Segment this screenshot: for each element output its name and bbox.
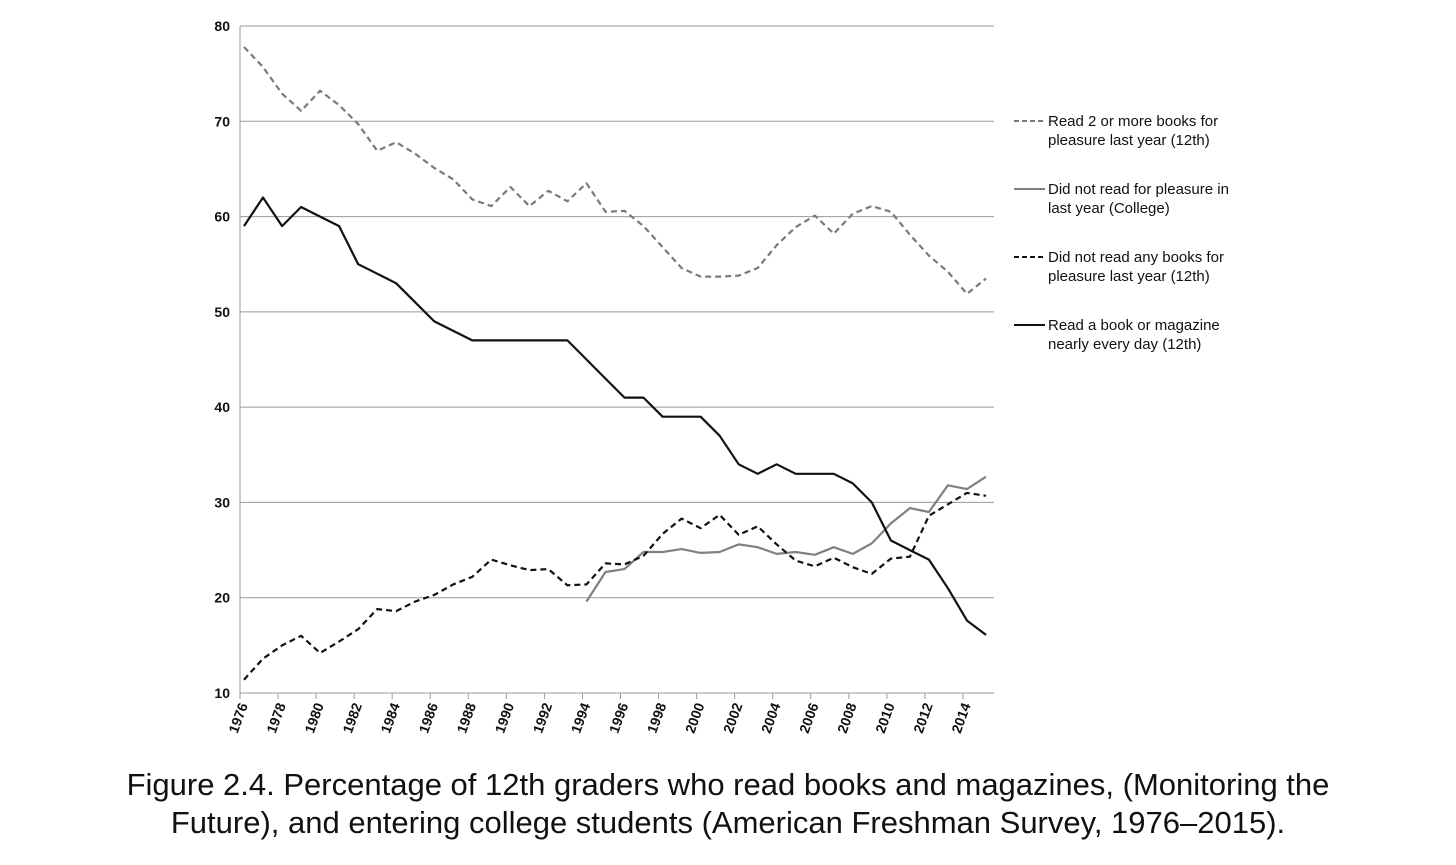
x-tick-label-1994: 1994	[568, 700, 594, 735]
x-tick-label-1978: 1978	[263, 700, 289, 735]
x-tick-label-1998: 1998	[644, 700, 670, 735]
x-tick-label-2010: 2010	[872, 700, 898, 735]
y-tick-label-40: 40	[214, 399, 230, 415]
x-tick-label-1980: 1980	[301, 700, 327, 735]
y-tick-label-30: 30	[214, 494, 230, 510]
legend: Read 2 or more books for pleasure last ye…	[1014, 113, 1229, 353]
series-line-4	[243, 196, 987, 636]
y-tick-label-60: 60	[214, 209, 230, 225]
y-tick-label-70: 70	[214, 113, 230, 129]
series-lines	[243, 46, 987, 681]
x-tick-label-2000: 2000	[682, 700, 708, 735]
x-tick-label-1996: 1996	[606, 700, 632, 735]
x-tick-label-1992: 1992	[530, 700, 556, 735]
series-line-3	[243, 491, 987, 681]
legend-label-3-line-2: pleasure last year (12th)	[1048, 268, 1210, 285]
x-tick-label-2008: 2008	[834, 700, 860, 735]
legend-label-1-line-2: pleasure last year (12th)	[1048, 132, 1210, 149]
x-tick-label-1986: 1986	[415, 700, 441, 735]
x-tick-label-1990: 1990	[491, 700, 517, 735]
x-tick-label-1976: 1976	[225, 700, 251, 735]
x-tick-label-1988: 1988	[453, 700, 479, 735]
x-tick-labels: 1976 1978 1980 1982 1984 1986 1988 1990 1992 1994…	[225, 700, 974, 735]
x-tick-label-2014: 2014	[948, 700, 974, 735]
axes	[239, 26, 994, 699]
x-tick-label-1984: 1984	[377, 700, 403, 735]
series-line-2	[585, 475, 987, 603]
x-tick-label-2012: 2012	[910, 700, 936, 735]
x-tick-label-2006: 2006	[796, 700, 822, 735]
legend-label-2-line-1: Did not read for pleasure in	[1048, 181, 1229, 198]
y-tick-label-50: 50	[214, 304, 230, 320]
figure-caption: Figure 2.4. Percentage of 12th graders w…	[0, 766, 1456, 842]
legend-label-2-line-2: last year (College)	[1048, 200, 1170, 217]
y-tick-label-10: 10	[214, 685, 230, 701]
caption-line-2: Future), and entering college students (…	[170, 805, 1286, 840]
x-tick-label-1982: 1982	[339, 700, 365, 735]
caption-line-1: Figure 2.4. Percentage of 12th graders w…	[126, 767, 1330, 802]
x-tick-label-2002: 2002	[720, 700, 746, 735]
y-tick-label-20: 20	[214, 590, 230, 606]
legend-label-4-line-2: nearly every day (12th)	[1048, 336, 1201, 353]
series-line-1	[243, 46, 987, 295]
grid-lines	[240, 25, 994, 599]
legend-label-3-line-1: Did not read any books for	[1048, 249, 1224, 266]
x-tick-label-2004: 2004	[758, 700, 784, 735]
legend-label-1-line-1: Read 2 or more books for	[1048, 113, 1218, 130]
y-tick-label-80: 80	[214, 18, 230, 34]
y-tick-labels: 10 20 30 40 50 60 70 80	[214, 18, 230, 701]
legend-label-4-line-1: Read a book or magazine	[1048, 317, 1220, 334]
